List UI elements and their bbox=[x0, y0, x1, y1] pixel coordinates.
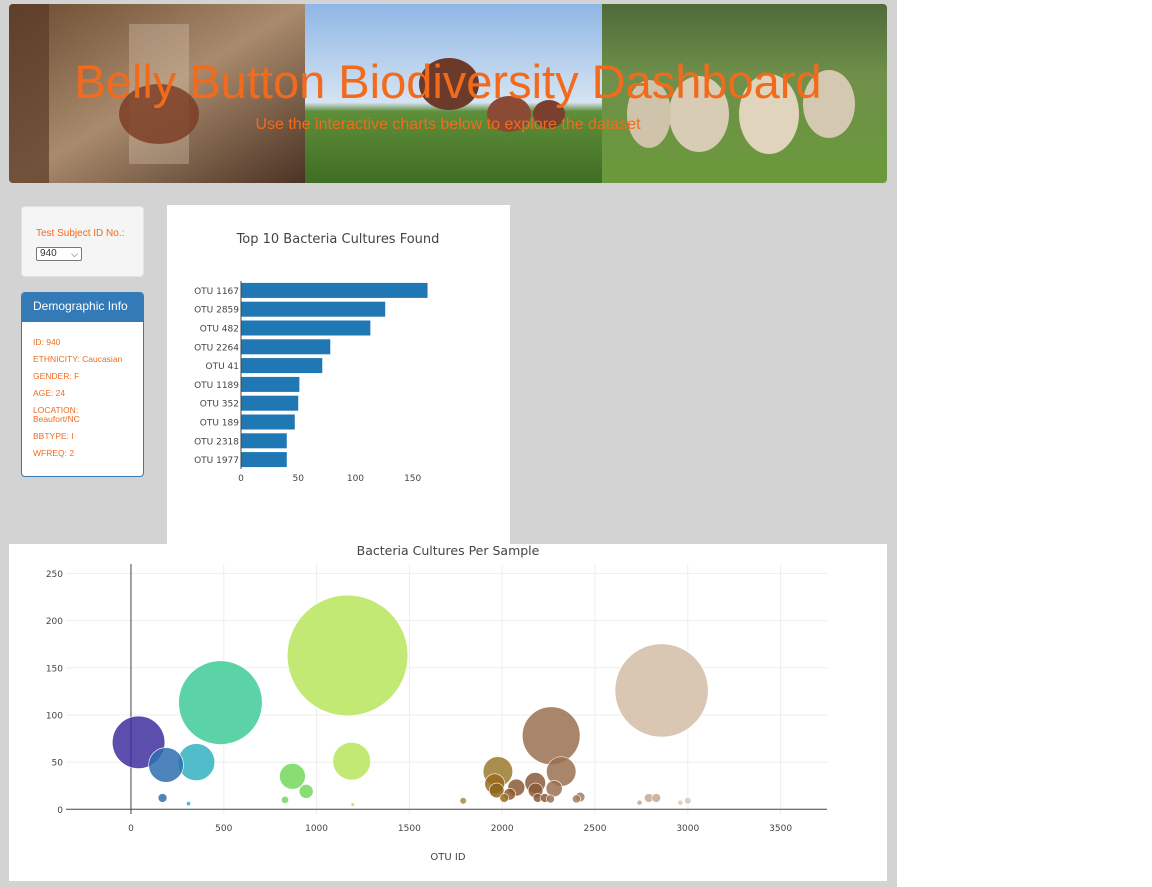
subject-id-dropdown[interactable]: 940 ⌵ bbox=[36, 247, 82, 261]
bubble-x-axis-label: OTU ID bbox=[430, 852, 465, 863]
bubble-y-tick-label: 150 bbox=[46, 664, 63, 674]
bubble-point[interactable] bbox=[157, 793, 168, 803]
bubble-y-tick-label: 200 bbox=[46, 617, 63, 627]
bubble-point[interactable] bbox=[614, 643, 709, 738]
chevron-down-icon: ⌵ bbox=[71, 249, 78, 259]
subject-selector-well: Test Subject ID No.: 940 ⌵ bbox=[21, 206, 144, 277]
bar-category-label: OTU 352 bbox=[200, 400, 239, 410]
bubble-point[interactable] bbox=[684, 797, 692, 805]
bubble-x-tick-label: 1000 bbox=[305, 824, 328, 834]
bar[interactable] bbox=[241, 395, 299, 411]
bar[interactable] bbox=[241, 301, 386, 317]
page-background: Belly Button Biodiversity Dashboard Use … bbox=[0, 0, 897, 887]
bar-chart-title: Top 10 Bacteria Cultures Found bbox=[236, 232, 440, 247]
bar-category-label: OTU 2318 bbox=[194, 437, 239, 447]
bubble-x-tick-label: 3000 bbox=[676, 824, 699, 834]
bubble-chart: Bacteria Cultures Per Sample OTU ID 0 50 1… bbox=[46, 543, 827, 863]
bubble-point[interactable] bbox=[572, 794, 581, 804]
bubble-y-tick-label: 100 bbox=[46, 711, 63, 721]
bar-category-label: OTU 2859 bbox=[194, 306, 239, 316]
bar-category-label: OTU 1977 bbox=[194, 456, 239, 466]
bubble-chart-title: Bacteria Cultures Per Sample bbox=[357, 544, 540, 558]
bar-category-label: OTU 189 bbox=[200, 419, 239, 429]
bubble-point[interactable] bbox=[281, 795, 290, 804]
bar[interactable] bbox=[241, 414, 295, 430]
bubble-y-tick-label: 50 bbox=[52, 759, 64, 769]
bar-x-tick-label: 150 bbox=[404, 474, 421, 484]
demo-bbtype: BBTYPE: I bbox=[33, 431, 74, 441]
demo-gender: GENDER: F bbox=[33, 371, 80, 381]
bar[interactable] bbox=[241, 282, 428, 298]
bar[interactable] bbox=[241, 452, 287, 468]
bubble-x-tick-label: 1500 bbox=[398, 824, 421, 834]
bubble-point[interactable] bbox=[499, 793, 509, 803]
bubble-point[interactable] bbox=[178, 660, 263, 745]
bubble-point[interactable] bbox=[332, 741, 371, 781]
bar-category-label: OTU 1189 bbox=[194, 381, 239, 391]
bar[interactable] bbox=[241, 376, 300, 392]
demo-ethnicity: ETHNICITY: Caucasian bbox=[33, 354, 123, 364]
bubble-point[interactable] bbox=[185, 801, 192, 807]
bar-category-label: OTU 482 bbox=[200, 325, 239, 335]
demographic-panel: Demographic Info ID: 940 ETHNICITY: Cauc… bbox=[21, 292, 144, 477]
bubble-point[interactable] bbox=[298, 784, 314, 799]
bar[interactable] bbox=[241, 339, 331, 355]
bar-category-label: OTU 41 bbox=[206, 362, 239, 372]
page-subtitle: Use the interactive charts below to expl… bbox=[255, 116, 641, 133]
bubble-x-tick-label: 500 bbox=[215, 824, 232, 834]
bubble-y-tick-label: 0 bbox=[57, 806, 63, 816]
page-title: Belly Button Biodiversity Dashboard bbox=[74, 55, 822, 108]
bar-category-label: OTU 2264 bbox=[194, 343, 239, 353]
bubble-point[interactable] bbox=[459, 797, 467, 805]
bubble-point[interactable] bbox=[522, 706, 581, 765]
demographic-panel-body: ID: 940 ETHNICITY: Caucasian GENDER: F A… bbox=[22, 322, 143, 458]
demo-wfreq: WFREQ: 2 bbox=[33, 448, 75, 458]
hero-banner: Belly Button Biodiversity Dashboard Use … bbox=[9, 4, 887, 183]
bar-x-tick-label: 50 bbox=[292, 474, 304, 484]
bar-chart-card: Top 10 Bacteria Cultures Found OTU 1167 O… bbox=[167, 205, 510, 544]
bubble-point[interactable] bbox=[286, 594, 409, 717]
subject-id-value: 940 bbox=[40, 248, 57, 259]
bubble-x-tick-label: 3500 bbox=[769, 824, 792, 834]
bubble-y-tick-label: 250 bbox=[46, 570, 63, 580]
bar[interactable] bbox=[241, 358, 323, 374]
bubble-point[interactable] bbox=[350, 802, 355, 807]
subject-selector-label: Test Subject ID No.: bbox=[36, 228, 125, 239]
bar-category-label: OTU 1167 bbox=[194, 287, 239, 297]
demo-age: AGE: 24 bbox=[33, 388, 66, 398]
bubble-point[interactable] bbox=[545, 780, 563, 797]
banner-photo-collage bbox=[9, 4, 887, 183]
bubble-point[interactable] bbox=[546, 794, 555, 804]
bubble-chart-card: Bacteria Cultures Per Sample OTU ID 0 50 1… bbox=[9, 543, 887, 881]
bubble-point[interactable] bbox=[677, 799, 684, 806]
bar[interactable] bbox=[241, 433, 287, 449]
bar[interactable] bbox=[241, 320, 371, 336]
bar-chart: Top 10 Bacteria Cultures Found OTU 1167 O… bbox=[194, 232, 440, 484]
bubble-x-tick-label: 2500 bbox=[584, 824, 607, 834]
demo-id: ID: 940 bbox=[33, 337, 61, 347]
bubble-x-tick-label: 0 bbox=[128, 824, 134, 834]
bubble-x-tick-label: 2000 bbox=[491, 824, 514, 834]
bubble-point[interactable] bbox=[148, 747, 184, 783]
demo-location: LOCATION: Beaufort/NC bbox=[33, 405, 80, 424]
bubble-point[interactable] bbox=[636, 799, 643, 806]
bubble-gridlines bbox=[66, 564, 827, 814]
bar-x-tick-label: 100 bbox=[347, 474, 364, 484]
demographic-panel-heading: Demographic Info bbox=[22, 293, 143, 322]
bubble-point[interactable] bbox=[488, 782, 505, 799]
bubble-point[interactable] bbox=[651, 793, 661, 803]
bubble-point[interactable] bbox=[279, 763, 306, 790]
bar-x-tick-label: 0 bbox=[238, 474, 244, 484]
